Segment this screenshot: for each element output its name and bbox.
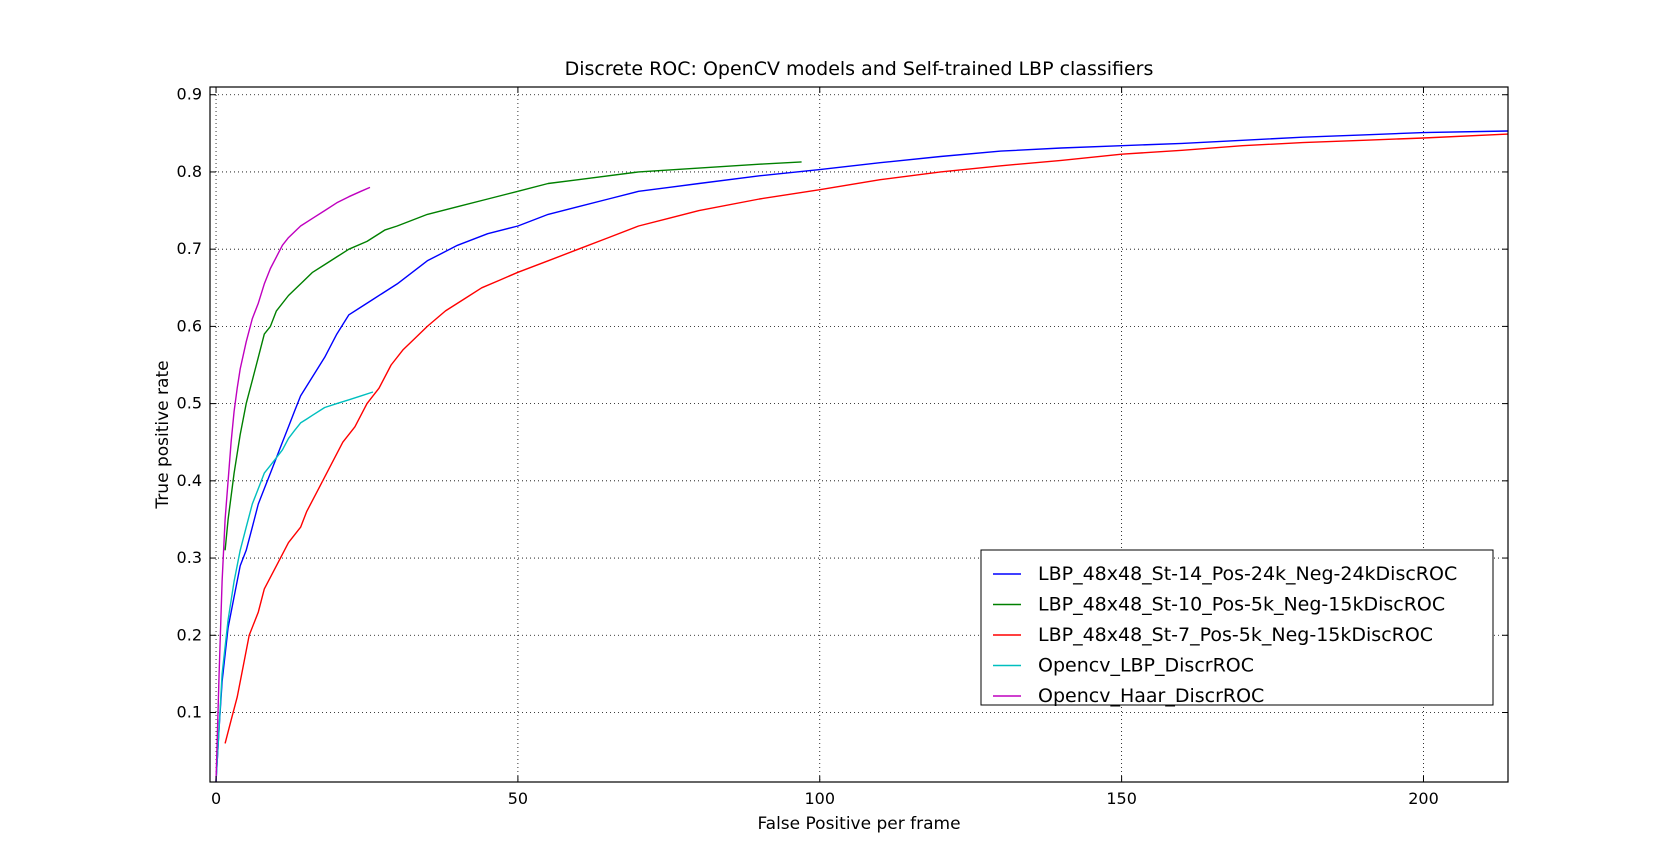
- x-tick-label: 200: [1408, 789, 1439, 808]
- x-tick-label: 100: [804, 789, 835, 808]
- x-tick-label: 150: [1106, 789, 1137, 808]
- legend-box: [980, 549, 1494, 706]
- y-tick-label: 0.1: [177, 703, 202, 722]
- axis-ticks: 0 50 100 150 200 0.1 0.2 0.3 0.4 0.5 0.6 0.7 0.8 0.9: [177, 85, 1508, 808]
- y-tick-label: 0.4: [177, 471, 202, 490]
- x-tick-label: 50: [508, 789, 528, 808]
- y-axis-label: True positive rate: [153, 360, 173, 509]
- legend-entry-label: LBP_48x48_St-14_Pos-24k_Neg-24kDiscROC: [1038, 563, 1457, 585]
- series-line-3: [224, 133, 1509, 744]
- y-tick-label: 0.5: [177, 394, 202, 413]
- legend-entry-label: LBP_48x48_St-10_Pos-5k_Neg-15kDiscROC: [1038, 594, 1445, 616]
- series-line-4: [215, 391, 374, 783]
- series-line-2: [224, 161, 802, 551]
- plot-frame: [209, 86, 1509, 783]
- legend-entry-label: Opencv_LBP_DiscrROC: [1038, 655, 1254, 677]
- legend-entry-label: LBP_48x48_St-7_Pos-5k_Neg-15kDiscROC: [1038, 624, 1433, 646]
- x-tick-label: 0: [211, 789, 221, 808]
- y-tick-label: 0.2: [177, 625, 202, 644]
- y-tick-label: 0.3: [177, 548, 202, 567]
- legend-entry-label: Opencv_Haar_DiscrROC: [1038, 685, 1264, 707]
- legend: LBP_48x48_St-14_Pos-24k_Neg-24kDiscROC LB…: [980, 549, 1494, 707]
- y-tick-label: 0.6: [177, 316, 202, 335]
- series-line-5: [215, 186, 371, 783]
- y-tick-label: 0.7: [177, 239, 202, 258]
- series-line-1: [215, 130, 1509, 783]
- x-axis-label: False Positive per frame: [757, 814, 960, 834]
- series-lines: [215, 130, 1509, 783]
- grid-lines: [210, 87, 1508, 782]
- y-tick-label: 0.9: [177, 85, 202, 104]
- chart-title: Discrete ROC: OpenCV models and Self-tra…: [565, 58, 1154, 80]
- y-tick-label: 0.8: [177, 162, 202, 181]
